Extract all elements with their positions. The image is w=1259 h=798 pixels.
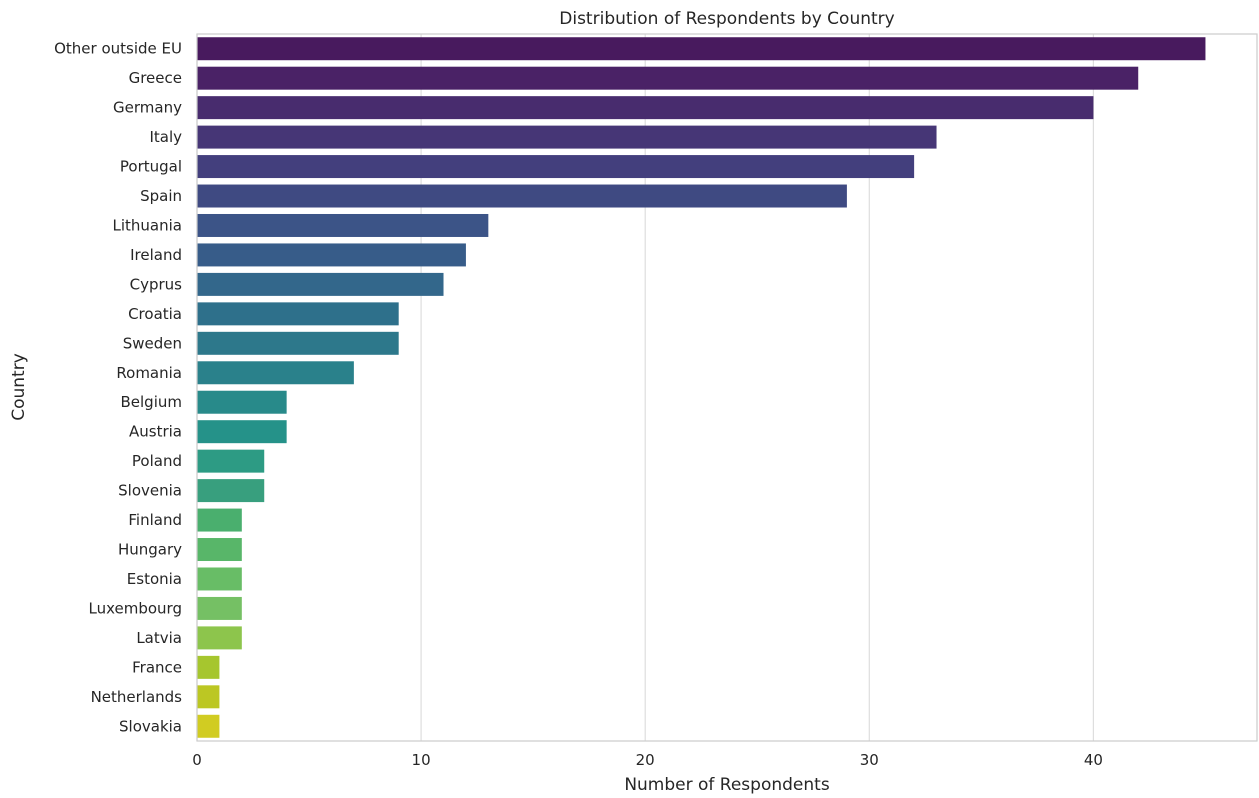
bar-romania [197, 361, 354, 385]
bar-spain [197, 184, 847, 208]
category-label: Slovenia [118, 482, 182, 500]
bar-france [197, 655, 220, 679]
bar-sweden [197, 331, 399, 355]
category-label: Belgium [121, 393, 183, 411]
category-label: Luxembourg [89, 599, 183, 617]
bar-luxembourg [197, 596, 242, 620]
x-tick-label: 20 [636, 751, 655, 769]
bar-croatia [197, 302, 399, 326]
category-label: Poland [132, 452, 182, 470]
category-label: Portugal [120, 158, 182, 176]
x-axis-label: Number of Respondents [624, 775, 830, 795]
category-label: France [132, 658, 182, 676]
bar-other-outside-eu [197, 37, 1206, 61]
category-label: Latvia [136, 629, 182, 647]
bar-portugal [197, 155, 915, 179]
plot-frame [196, 33, 1258, 742]
bar-greece [197, 66, 1139, 90]
bar-austria [197, 420, 287, 444]
bar-italy [197, 125, 937, 149]
bar-hungary [197, 538, 242, 562]
category-label: Spain [140, 187, 182, 205]
bar-lithuania [197, 213, 489, 237]
bars [197, 37, 1206, 738]
x-tick-label: 10 [412, 751, 431, 769]
bar-cyprus [197, 272, 444, 296]
category-label: Other outside EU [54, 40, 182, 58]
bar-finland [197, 508, 242, 532]
category-label: Greece [129, 69, 182, 87]
category-label: Cyprus [130, 275, 183, 293]
bar-poland [197, 449, 265, 473]
bar-latvia [197, 626, 242, 650]
category-label: Romania [116, 364, 182, 382]
category-label: Croatia [128, 305, 182, 323]
x-tick-labels: 0 10 20 30 40 [192, 751, 1103, 769]
category-label: Germany [113, 99, 182, 117]
category-label: Slovakia [119, 717, 182, 735]
y-axis-label: Country [9, 353, 29, 421]
bar-netherlands [197, 685, 220, 709]
bar-estonia [197, 567, 242, 591]
category-label: Finland [128, 511, 182, 529]
category-label: Hungary [118, 541, 182, 559]
bar-germany [197, 96, 1094, 120]
x-tick-label: 30 [860, 751, 879, 769]
category-label: Italy [149, 128, 182, 146]
category-label: Sweden [123, 334, 182, 352]
bar-ireland [197, 243, 466, 267]
bar-slovakia [197, 714, 220, 738]
chart-title: Distribution of Respondents by Country [559, 9, 894, 29]
category-label: Netherlands [91, 688, 183, 706]
bar-slovenia [197, 479, 265, 503]
category-label: Lithuania [113, 216, 182, 234]
category-label: Austria [129, 423, 182, 441]
category-label: Estonia [127, 570, 182, 588]
bar-belgium [197, 390, 287, 414]
category-labels: Other outside EU Greece Germany Italy Portug… [54, 40, 182, 736]
x-tick-label: 0 [192, 751, 202, 769]
category-label: Ireland [130, 246, 182, 264]
x-tick-label: 40 [1084, 751, 1103, 769]
